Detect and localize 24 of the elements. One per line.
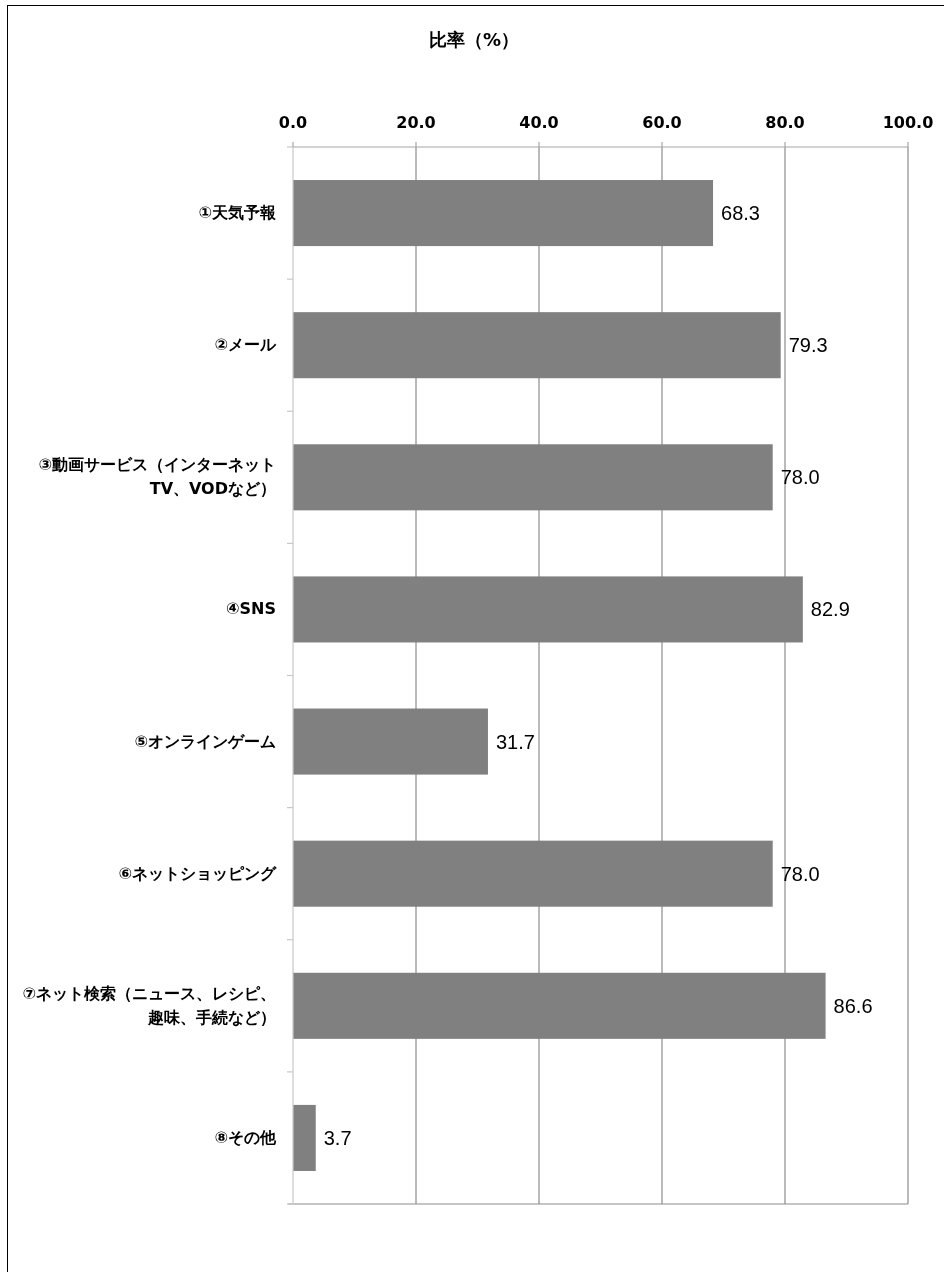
y-tick-label: ⑤オンラインゲーム — [134, 730, 276, 753]
y-tick-label: ⑥ネットショッピング — [118, 862, 276, 885]
x-tick-label: 80.0 — [765, 113, 805, 132]
data-label: 82.9 — [810, 598, 850, 621]
data-label: 78.0 — [780, 466, 820, 489]
y-tick-label: ⑦ネット検索（ニュース、レシピ、趣味、手続など） — [21, 982, 276, 1029]
x-tick-label: 100.0 — [882, 113, 934, 132]
x-tick-label: 20.0 — [396, 113, 436, 132]
y-tick-label: ①天気予報 — [198, 202, 276, 225]
x-tick-label: 60.0 — [642, 113, 682, 132]
data-label: 78.0 — [780, 862, 820, 885]
y-tick-label: ④SNS — [226, 598, 276, 621]
data-label: 3.7 — [323, 1126, 352, 1149]
x-tick-label: 0.0 — [278, 113, 308, 132]
y-tick-label: ⑧その他 — [214, 1126, 276, 1149]
data-label: 79.3 — [788, 334, 828, 357]
y-tick-label: ③動画サービス（インターネットTV、VODなど） — [37, 454, 276, 501]
chart-title: 比率（%） — [428, 29, 520, 50]
data-label: 68.3 — [721, 202, 760, 225]
data-label: 31.7 — [495, 730, 535, 753]
y-tick-label: ②メール — [214, 334, 276, 357]
bar — [293, 1104, 316, 1171]
data-label: 86.6 — [833, 994, 873, 1017]
x-tick-label: 40.0 — [519, 113, 559, 132]
